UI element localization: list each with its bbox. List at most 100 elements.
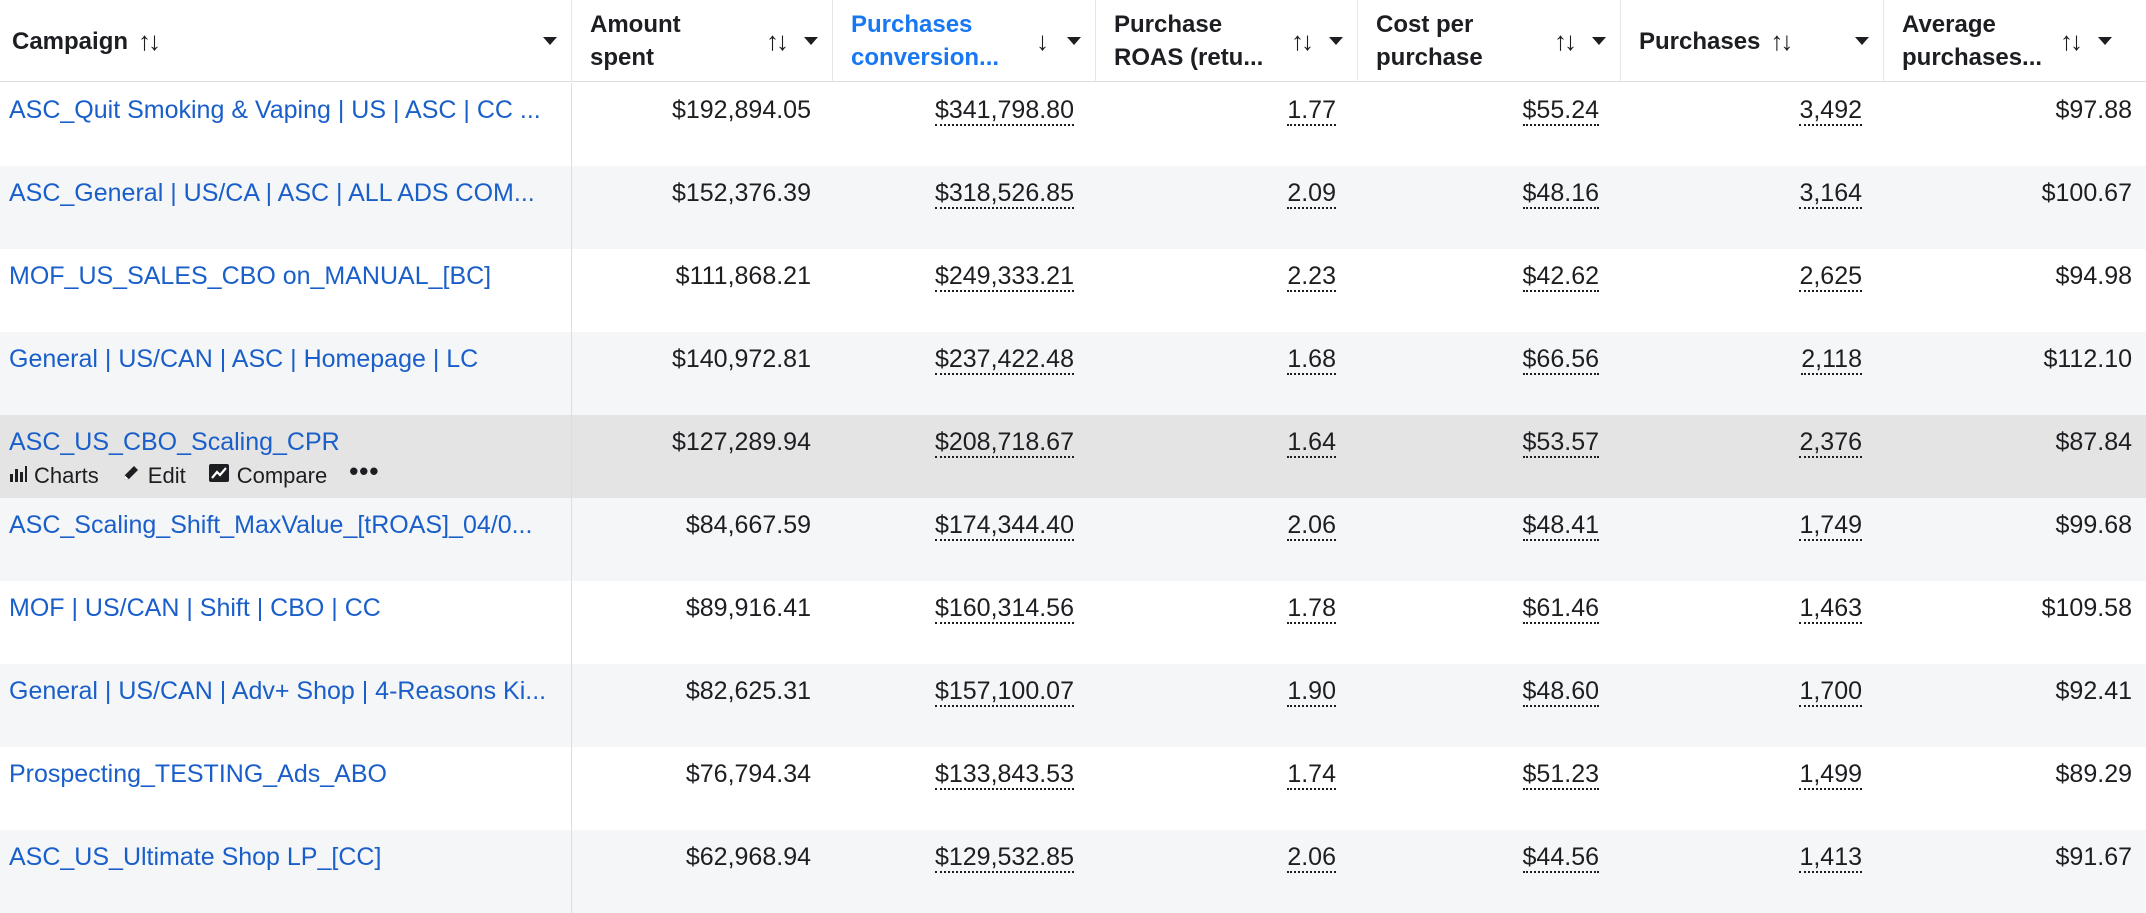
charts-button[interactable]: Charts: [9, 463, 99, 489]
cost-per-purchase-value[interactable]: $53.57: [1522, 428, 1599, 458]
conversion-value[interactable]: $341,798.80: [934, 96, 1074, 126]
purchases-cell: 2,625: [1621, 249, 1884, 332]
table-row[interactable]: ASC_US_CBO_Scaling_CPR Charts Edit Compare •…: [0, 415, 2146, 498]
column-header-cost-per-purchase[interactable]: Cost per purchase ↑↓: [1358, 0, 1621, 82]
column-header-campaign[interactable]: Campaign ↑↓: [0, 0, 572, 82]
campaign-name-link[interactable]: General | US/CAN | Adv+ Shop | 4-Reasons…: [9, 677, 547, 705]
chevron-down-icon[interactable]: [1329, 37, 1343, 45]
column-header-amount-spent[interactable]: Amount spent ↑↓: [572, 0, 833, 82]
conversion-value[interactable]: $237,422.48: [934, 345, 1074, 375]
sort-icon[interactable]: ↑↓: [1291, 25, 1314, 56]
edit-button[interactable]: Edit: [121, 463, 186, 489]
sort-icon[interactable]: ↑↓: [2060, 25, 2083, 56]
conversion-value[interactable]: $318,526.85: [934, 179, 1074, 209]
roas-value[interactable]: 2.06: [1287, 511, 1336, 541]
roas-value[interactable]: 1.64: [1287, 428, 1336, 458]
campaign-name-link[interactable]: General | US/CAN | ASC | Homepage | LC: [9, 345, 479, 373]
purchases-value[interactable]: 3,492: [1799, 96, 1862, 126]
chevron-down-icon[interactable]: [543, 37, 557, 45]
compare-button[interactable]: Compare: [208, 463, 327, 489]
column-header-purchase-roas[interactable]: Purchase ROAS (retu... ↑↓: [1096, 0, 1358, 82]
table-row[interactable]: MOF | US/CAN | Shift | CBO | CC $89,916.4…: [0, 581, 2146, 664]
amount-spent-cell: $140,972.81: [572, 332, 833, 415]
sort-icon[interactable]: ↑↓: [766, 25, 789, 56]
roas-value[interactable]: 1.74: [1287, 760, 1336, 790]
average-purchase-cell: $112.10: [1884, 332, 2146, 415]
roas-cell: 2.23: [1096, 249, 1358, 332]
campaign-name-link[interactable]: MOF_US_SALES_CBO on_MANUAL_[BC]: [9, 262, 492, 290]
cost-per-purchase-value[interactable]: $42.62: [1522, 262, 1599, 292]
campaign-name-link[interactable]: ASC_Quit Smoking & Vaping | US | ASC | C…: [9, 96, 541, 124]
roas-value[interactable]: 1.90: [1287, 677, 1336, 707]
purchases-value[interactable]: 2,118: [1801, 345, 1862, 375]
roas-value[interactable]: 1.78: [1287, 594, 1336, 624]
campaign-cell: Prospecting_TESTING_Ads_ABO: [0, 747, 572, 830]
conversion-value[interactable]: $157,100.07: [934, 677, 1074, 707]
campaign-name-link[interactable]: ASC_Scaling_Shift_MaxValue_[tROAS]_04/0.…: [9, 511, 533, 539]
conversion-value[interactable]: $160,314.56: [934, 594, 1074, 624]
sort-icon[interactable]: ↑↓: [138, 25, 161, 56]
cost-per-purchase-value[interactable]: $48.41: [1522, 511, 1599, 541]
cost-per-purchase-value[interactable]: $44.56: [1522, 843, 1599, 873]
conversion-cell: $160,314.56: [833, 581, 1096, 664]
purchases-value[interactable]: 1,749: [1799, 511, 1862, 541]
edit-label: Edit: [147, 463, 186, 488]
campaign-name-link[interactable]: ASC_US_CBO_Scaling_CPR: [9, 428, 340, 456]
conversion-value[interactable]: $174,344.40: [934, 511, 1074, 541]
average-purchase-value: $92.41: [2055, 677, 2132, 705]
conversion-value[interactable]: $208,718.67: [934, 428, 1074, 458]
chevron-down-icon[interactable]: [804, 37, 818, 45]
more-options-button[interactable]: •••: [349, 456, 380, 486]
cost-per-purchase-value[interactable]: $48.60: [1522, 677, 1599, 707]
campaign-name-link[interactable]: MOF | US/CAN | Shift | CBO | CC: [9, 594, 381, 622]
purchases-value[interactable]: 1,413: [1799, 843, 1862, 873]
purchases-value[interactable]: 1,700: [1799, 677, 1862, 707]
conversion-value[interactable]: $249,333.21: [934, 262, 1074, 292]
column-header-purchases-conversion-value[interactable]: Purchases conversion... ↓: [833, 0, 1096, 82]
roas-value[interactable]: 2.23: [1287, 262, 1336, 292]
purchases-value[interactable]: 2,376: [1799, 428, 1862, 458]
sort-descending-icon[interactable]: ↓: [1036, 25, 1049, 56]
campaign-name-link[interactable]: ASC_General | US/CA | ASC | ALL ADS COM.…: [9, 179, 535, 207]
conversion-value[interactable]: $133,843.53: [934, 760, 1074, 790]
amount-spent-value: $89,916.41: [685, 594, 811, 622]
campaign-name-link[interactable]: ASC_US_Ultimate Shop LP_[CC]: [9, 843, 382, 871]
campaign-name-link[interactable]: Prospecting_TESTING_Ads_ABO: [9, 760, 387, 788]
roas-value[interactable]: 1.68: [1287, 345, 1336, 375]
roas-value[interactable]: 2.09: [1287, 179, 1336, 209]
table-row[interactable]: ASC_US_Ultimate Shop LP_[CC] $62,968.94 $1…: [0, 830, 2146, 913]
chevron-down-icon[interactable]: [1855, 37, 1869, 45]
sort-icon[interactable]: ↑↓: [1770, 25, 1793, 56]
chevron-down-icon[interactable]: [2098, 37, 2112, 45]
average-purchase-cell: $87.84: [1884, 415, 2146, 498]
purchases-value[interactable]: 2,625: [1799, 262, 1862, 292]
column-header-average-purchases-value[interactable]: Average purchases... ↑↓: [1884, 0, 2146, 82]
roas-value[interactable]: 2.06: [1287, 843, 1336, 873]
purchases-value[interactable]: 1,499: [1799, 760, 1862, 790]
sort-icon[interactable]: ↑↓: [1554, 25, 1577, 56]
cost-per-purchase-value[interactable]: $51.23: [1522, 760, 1599, 790]
roas-cell: 1.74: [1096, 747, 1358, 830]
table-row[interactable]: General | US/CAN | ASC | Homepage | LC $1…: [0, 332, 2146, 415]
chevron-down-icon[interactable]: [1067, 37, 1081, 45]
roas-value[interactable]: 1.77: [1287, 96, 1336, 126]
table-row[interactable]: Prospecting_TESTING_Ads_ABO $76,794.34 $13…: [0, 747, 2146, 830]
table-row[interactable]: ASC_General | US/CA | ASC | ALL ADS COM.…: [0, 166, 2146, 249]
cost-per-purchase-value[interactable]: $61.46: [1522, 594, 1599, 624]
table-row[interactable]: MOF_US_SALES_CBO on_MANUAL_[BC] $111,868.…: [0, 249, 2146, 332]
purchases-value[interactable]: 1,463: [1799, 594, 1862, 624]
table-row[interactable]: ASC_Scaling_Shift_MaxValue_[tROAS]_04/0.…: [0, 498, 2146, 581]
campaign-cell: MOF_US_SALES_CBO on_MANUAL_[BC]: [0, 249, 572, 332]
cost-per-purchase-value[interactable]: $66.56: [1522, 345, 1599, 375]
table-header: Campaign ↑↓ Amount spent ↑↓ Purchases co…: [0, 0, 2146, 82]
table-row[interactable]: General | US/CAN | Adv+ Shop | 4-Reasons…: [0, 664, 2146, 747]
conversion-value[interactable]: $129,532.85: [934, 843, 1074, 873]
purchases-cell: 2,376: [1621, 415, 1884, 498]
purchases-value[interactable]: 3,164: [1799, 179, 1862, 209]
chevron-down-icon[interactable]: [1592, 37, 1606, 45]
table-row[interactable]: ASC_Quit Smoking & Vaping | US | ASC | C…: [0, 83, 2146, 166]
purchases-cell: 1,700: [1621, 664, 1884, 747]
column-header-purchases[interactable]: Purchases ↑↓: [1621, 0, 1884, 82]
cost-per-purchase-value[interactable]: $48.16: [1522, 179, 1599, 209]
cost-per-purchase-value[interactable]: $55.24: [1522, 96, 1599, 126]
